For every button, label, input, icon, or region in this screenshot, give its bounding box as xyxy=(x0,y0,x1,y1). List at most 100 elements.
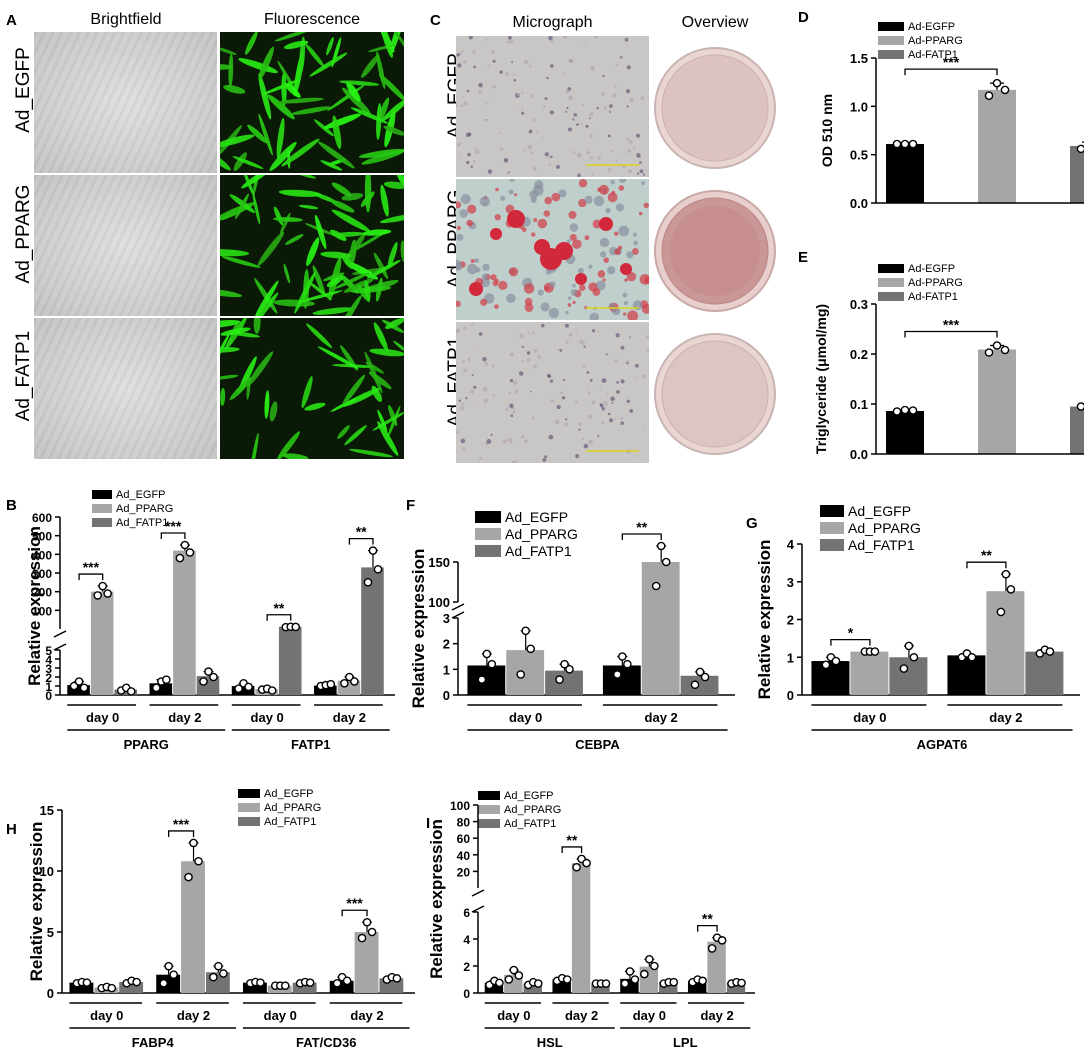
fluorescent-cell xyxy=(350,107,389,124)
data-point xyxy=(690,680,700,690)
fluorescent-cell xyxy=(380,184,389,217)
stain-dot xyxy=(519,333,524,339)
stain-dot xyxy=(478,90,483,95)
fluorescent-cell xyxy=(339,80,380,86)
lipid-droplet xyxy=(575,273,587,285)
data-point xyxy=(1001,569,1011,579)
stain-dot xyxy=(645,335,649,340)
data-point xyxy=(199,677,208,686)
stain-dot xyxy=(573,151,576,154)
fluorescent-cell xyxy=(332,231,365,237)
legend-label: Ad-PPARG xyxy=(908,35,963,47)
data-point xyxy=(482,649,492,659)
stain-dot xyxy=(635,455,638,458)
stain-dot xyxy=(499,147,504,151)
group-label: day 0 xyxy=(633,1008,666,1023)
stain-dot xyxy=(597,434,600,437)
fluorescent-cell xyxy=(352,230,389,252)
stain-dot xyxy=(466,219,474,227)
data-point xyxy=(562,975,572,984)
stain-dot xyxy=(605,353,608,356)
stain-dot xyxy=(462,360,465,363)
stain-dot xyxy=(644,276,649,284)
micrograph-image-egfp xyxy=(456,36,649,177)
stain-dot xyxy=(603,257,609,263)
stain-dot xyxy=(490,433,493,436)
stain-dot xyxy=(618,185,625,191)
fluorescent-cell xyxy=(349,448,393,458)
stain-dot xyxy=(627,310,639,320)
gene-label: CEBPA xyxy=(575,737,620,752)
data-point xyxy=(82,978,92,987)
stain-dot xyxy=(559,348,563,352)
data-point xyxy=(613,670,622,679)
row-label-a-fatp1: Ad_FATP1 xyxy=(13,330,34,422)
stain-dot xyxy=(593,36,598,39)
fluorescent-cell xyxy=(220,387,226,406)
axis-break xyxy=(53,643,67,651)
bar xyxy=(484,982,504,993)
significance-bracket xyxy=(904,330,998,338)
significance-bracket xyxy=(966,561,1007,569)
data-point xyxy=(487,659,497,669)
stain-dot xyxy=(602,278,606,282)
fluorescent-cell xyxy=(358,148,404,159)
fluorescent-cell xyxy=(295,175,317,179)
group-label: day 2 xyxy=(700,1008,733,1023)
data-point xyxy=(1076,402,1084,411)
stain-dot xyxy=(509,267,519,277)
stain-dot xyxy=(542,105,546,108)
data-point xyxy=(984,348,994,357)
panel-label: F xyxy=(406,497,415,514)
stain-dot xyxy=(572,283,576,288)
fluorescent-cell xyxy=(378,73,404,102)
stain-dot xyxy=(610,396,615,402)
data-point xyxy=(509,965,519,975)
legend-swatch xyxy=(878,36,904,45)
fluorescent-cell xyxy=(229,377,252,401)
stain-dot xyxy=(589,112,594,117)
fluorescent-cell xyxy=(305,43,325,68)
stain-dot xyxy=(521,91,524,95)
stain-dot xyxy=(588,439,593,445)
stain-dot xyxy=(609,418,614,423)
gene-label: PPARG xyxy=(124,737,169,752)
stain-dot xyxy=(479,456,483,460)
data-point xyxy=(967,652,977,662)
stain-dot xyxy=(564,323,569,328)
y-axis-label: Relative expression xyxy=(409,549,428,709)
stain-dot xyxy=(498,280,508,291)
y-tick-label: 3 xyxy=(45,662,52,676)
stain-dot xyxy=(581,103,585,107)
group-label: day 0 xyxy=(853,710,886,725)
stain-dot xyxy=(565,340,569,344)
fluorescent-cell xyxy=(254,280,279,316)
stain-dot xyxy=(459,209,468,218)
data-point xyxy=(126,687,136,696)
stain-dot xyxy=(480,298,488,306)
stain-dot xyxy=(467,152,471,157)
data-point xyxy=(107,983,117,993)
stain-dot xyxy=(599,251,607,258)
stain-dot xyxy=(514,389,519,394)
data-point xyxy=(650,961,659,971)
significance-label: * xyxy=(848,625,854,641)
group-label: day 0 xyxy=(497,1008,530,1023)
stain-dot xyxy=(606,393,609,395)
fluorescent-cell xyxy=(267,94,295,120)
stain-dot xyxy=(569,149,572,152)
stain-dot xyxy=(465,132,471,138)
stain-dot xyxy=(584,235,590,241)
bar xyxy=(986,591,1025,695)
data-point xyxy=(392,974,402,983)
stain-dot xyxy=(524,439,528,444)
panel-label: H xyxy=(6,821,17,838)
stain-dot xyxy=(503,157,509,163)
fluorescence-image-egfp xyxy=(220,32,404,173)
stain-dot xyxy=(589,312,600,320)
fluorescent-cell xyxy=(269,401,278,422)
stain-dot xyxy=(567,127,573,132)
stain-dot xyxy=(508,171,511,174)
data-point xyxy=(892,139,902,149)
